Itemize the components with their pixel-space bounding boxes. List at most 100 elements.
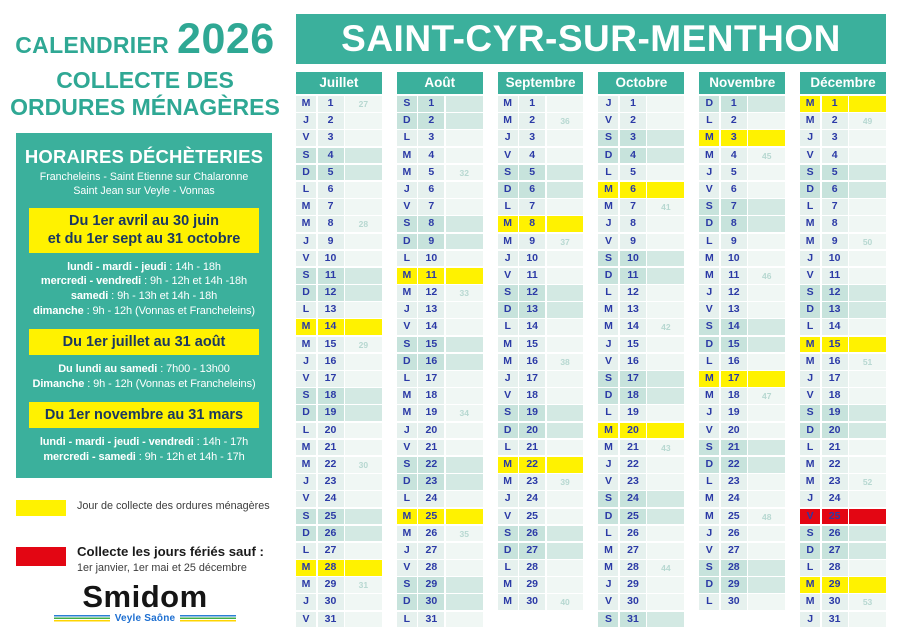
day-letter: L: [296, 181, 316, 198]
day-number: 23: [317, 474, 344, 490]
day-row: S 18: [296, 388, 382, 404]
day-number: 1: [821, 96, 848, 112]
week-number-cell: [748, 285, 786, 301]
hours-times: : 14h - 17h: [193, 436, 249, 449]
day-number: 5: [317, 164, 344, 181]
week-number-cell: [445, 147, 483, 164]
day-row: S 10: [598, 250, 685, 267]
week-number-cell: [849, 577, 886, 593]
day-number: 17: [317, 371, 344, 387]
day-letter: L: [396, 491, 417, 507]
week-number-cell: [849, 560, 886, 576]
day-row: L 12: [598, 285, 685, 301]
opening-period: Du 1er novembre au 31 mars lundi - mardi …: [16, 401, 272, 465]
day-row: J 10: [497, 250, 584, 267]
day-number: 15: [619, 336, 646, 353]
month-column: Octobre J 1 V 2 S 3 D 4 L 5 M 6 M 7 41 J 8 V 9 S 10 D 11 L 12 M 13 M…: [598, 72, 685, 628]
day-letter: D: [598, 388, 619, 404]
period-banner: Du 1er juillet au 31 août: [29, 328, 259, 356]
week-number-cell: [647, 594, 685, 611]
day-number: 25: [317, 508, 344, 525]
week-number-cell: [647, 491, 685, 507]
day-letter: S: [699, 439, 720, 456]
week-number-cell: [445, 474, 483, 490]
day-number: 5: [418, 164, 445, 181]
day-letter: V: [296, 371, 316, 387]
hours-days: Dimanche: [32, 377, 85, 390]
day-number: 20: [418, 422, 445, 439]
week-number-cell: [748, 164, 786, 181]
day-number: 6: [317, 181, 344, 198]
day-row: M 30 53: [800, 594, 886, 611]
day-row: S 14: [699, 319, 786, 336]
day-number: 26: [519, 525, 546, 542]
day-number: 8: [720, 216, 747, 232]
day-row: L 13: [296, 302, 382, 318]
week-number-cell: [647, 147, 685, 164]
day-row: L 16: [699, 353, 786, 370]
day-letter: L: [497, 439, 518, 456]
day-row: V 31: [296, 611, 382, 628]
day-row: S 17: [598, 371, 685, 387]
day-number: 31: [418, 611, 445, 628]
day-number: 7: [720, 199, 747, 215]
day-number: 30: [418, 594, 445, 611]
hours-times: : 9h - 13h et 14h - 18h: [108, 290, 218, 303]
week-number-cell: [546, 525, 584, 542]
week-number-cell: [849, 456, 886, 473]
day-row: V 17: [296, 371, 382, 387]
week-number-cell: [647, 130, 685, 147]
week-number-cell: [445, 302, 483, 318]
day-row: J 27: [396, 542, 483, 559]
day-number: 11: [720, 267, 747, 284]
month-header: Décembre: [800, 72, 886, 94]
day-row: M 2 36: [497, 113, 584, 129]
day-number: 1: [519, 96, 546, 112]
week-number-cell: [849, 267, 886, 284]
week-number-cell: 53: [849, 594, 886, 611]
day-row: M 2 49: [800, 113, 886, 129]
day-number: 3: [720, 130, 747, 147]
week-number-cell: [445, 181, 483, 198]
week-number-cell: [345, 491, 382, 507]
calendar-word: CALENDRIER: [15, 32, 170, 58]
day-letter: D: [699, 216, 720, 232]
day-letter: L: [800, 199, 821, 215]
day-letter: J: [396, 181, 417, 198]
day-number: 26: [317, 525, 344, 542]
day-row: M 26 35: [396, 525, 483, 542]
week-number-cell: [546, 336, 584, 353]
day-letter: D: [296, 285, 316, 301]
day-letter: J: [598, 577, 619, 593]
week-number-cell: [647, 285, 685, 301]
day-letter: S: [598, 371, 619, 387]
day-row: D 12: [296, 285, 382, 301]
day-row: M 23 39: [497, 474, 584, 490]
day-row: S 25: [296, 508, 382, 525]
banner-line: Du 1er avril au 30 juin: [69, 212, 219, 229]
day-letter: D: [296, 525, 316, 542]
month-header: Octobre: [598, 72, 685, 94]
day-number: 29: [821, 577, 848, 593]
day-row: J 10: [800, 250, 886, 267]
day-number: 28: [821, 560, 848, 576]
day-letter: V: [296, 611, 316, 628]
day-letter: V: [296, 130, 316, 147]
day-number: 18: [619, 388, 646, 404]
week-number-cell: 44: [647, 560, 685, 576]
day-letter: M: [598, 199, 619, 215]
week-number-cell: [748, 542, 786, 559]
day-letter: L: [598, 525, 619, 542]
day-letter: L: [598, 405, 619, 422]
day-number: 22: [821, 456, 848, 473]
week-number-cell: 51: [849, 353, 886, 370]
week-number-cell: [546, 542, 584, 559]
day-letter: J: [800, 250, 821, 267]
day-row: D 13: [497, 302, 584, 318]
week-number-cell: [647, 456, 685, 473]
month-rows: S 1 D 2 L 3 M 4 M 5 32 J 6 V 7 S 8 D 9 L 10 M 11 M 12 33 J 13 V 14 S 15…: [396, 96, 483, 628]
